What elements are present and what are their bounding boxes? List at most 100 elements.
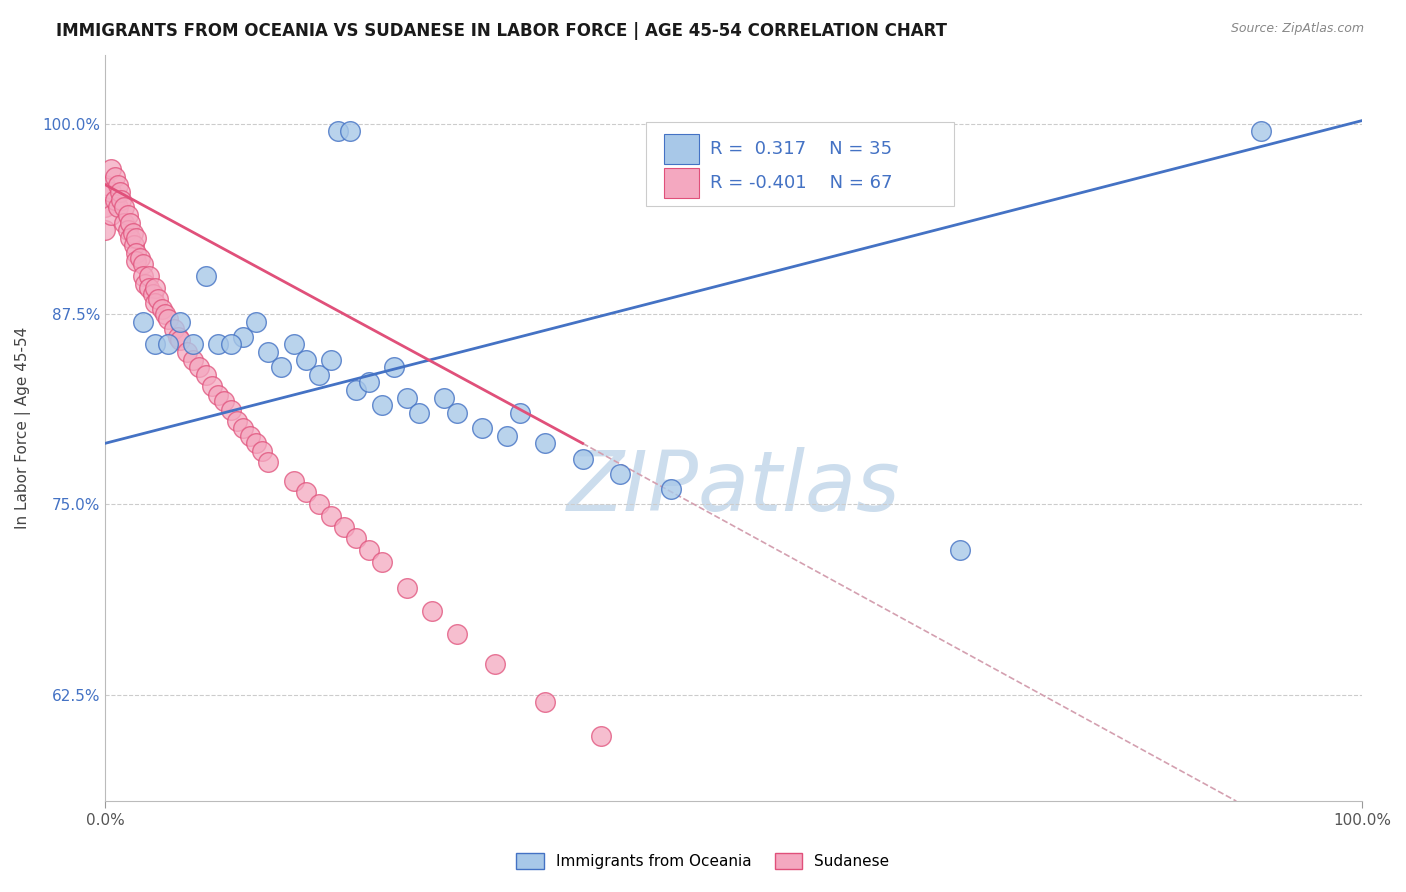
Point [295,352,318,367]
Point [112,200,135,214]
Point [150,302,173,317]
Point [181,337,204,351]
Point [238,429,260,443]
Point [659,482,682,496]
Point [143,296,166,310]
Point [100,162,122,177]
Point [339,124,361,138]
Point [321,352,343,367]
Point [104,169,127,184]
Point [188,360,211,375]
Point [370,555,392,569]
Point [142,287,165,301]
Point [122,238,145,252]
Point [257,345,280,359]
Point [117,208,139,222]
Point [125,231,148,245]
Point [156,337,179,351]
Point [471,421,494,435]
Point [326,124,349,138]
Point [433,391,456,405]
Point [108,185,131,199]
Point [949,543,972,558]
Point [496,429,519,443]
Point [94,223,117,237]
Point [94,178,117,192]
Point [134,277,156,291]
Point [534,436,557,450]
Point [181,352,204,367]
Text: ZIPatlas: ZIPatlas [567,447,900,528]
Legend: Immigrants from Oceania, Sudanese: Immigrants from Oceania, Sudanese [510,847,896,875]
Point [121,227,143,241]
Point [333,520,356,534]
Point [110,193,132,207]
Point [167,330,190,344]
Point [344,531,367,545]
Point [131,257,153,271]
Point [169,315,191,329]
Point [129,251,152,265]
Point [100,208,122,222]
Point [100,185,122,199]
Point [94,200,117,214]
Point [357,543,380,558]
Point [107,200,129,214]
Point [138,268,160,283]
Point [214,393,236,408]
Point [1250,124,1272,138]
Point [395,581,418,595]
Point [283,475,305,489]
Point [163,322,186,336]
Point [112,216,135,230]
Point [395,391,418,405]
Point [143,337,166,351]
Point [194,368,217,382]
Point [382,360,405,375]
Point [155,307,177,321]
Point [219,337,242,351]
Point [207,387,229,401]
Point [446,406,468,420]
Point [120,231,142,245]
Point [420,604,443,618]
Point [131,268,153,283]
Point [245,315,267,329]
Point [609,467,631,481]
Point [408,406,430,420]
Point [270,360,292,375]
Point [344,383,367,397]
Point [156,311,179,326]
Point [308,368,330,382]
Point [308,497,330,511]
Point [484,657,506,672]
Point [245,436,267,450]
Point [176,345,198,359]
Point [591,729,613,743]
Point [131,315,153,329]
Point [207,337,229,351]
Text: IMMIGRANTS FROM OCEANIA VS SUDANESE IN LABOR FORCE | AGE 45-54 CORRELATION CHART: IMMIGRANTS FROM OCEANIA VS SUDANESE IN L… [56,22,948,40]
Point [194,268,217,283]
Point [120,216,142,230]
Y-axis label: In Labor Force | Age 45-54: In Labor Force | Age 45-54 [15,327,31,529]
Point [257,455,280,469]
Point [107,178,129,192]
Point [117,223,139,237]
Point [232,421,254,435]
Point [232,330,254,344]
Point [125,253,148,268]
Point [534,695,557,709]
Point [295,485,318,500]
Point [321,509,343,524]
Point [104,193,127,207]
Point [571,451,593,466]
Point [138,281,160,295]
Point [169,333,191,347]
Point [146,292,169,306]
Point [143,281,166,295]
Point [201,378,224,392]
Point [509,406,531,420]
Text: R = -0.401    N = 67: R = -0.401 N = 67 [710,175,893,193]
Point [370,398,392,412]
